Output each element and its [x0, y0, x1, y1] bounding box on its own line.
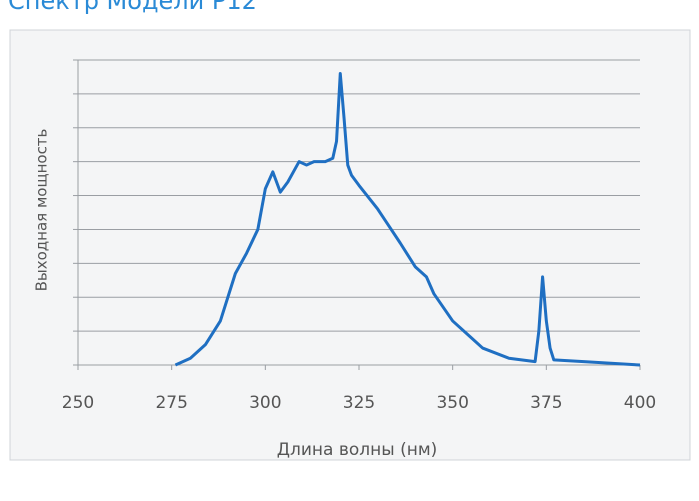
- chart-panel: [9, 29, 691, 461]
- data-line: [174, 72, 641, 367]
- x-tick-label: 400: [624, 393, 656, 413]
- x-tick-label: 325: [343, 393, 375, 413]
- x-axis-label: Длина волны (нм): [277, 440, 438, 460]
- x-tick-label: 300: [249, 393, 281, 413]
- x-tick-label: 375: [530, 393, 562, 413]
- x-tick-label: 250: [62, 393, 94, 413]
- x-tick-label: 350: [436, 393, 468, 413]
- y-axis-label: Выходная мощность: [33, 129, 51, 292]
- x-tick-label: 275: [155, 393, 187, 413]
- chart-title: Спектр Модели Р12: [8, 0, 257, 15]
